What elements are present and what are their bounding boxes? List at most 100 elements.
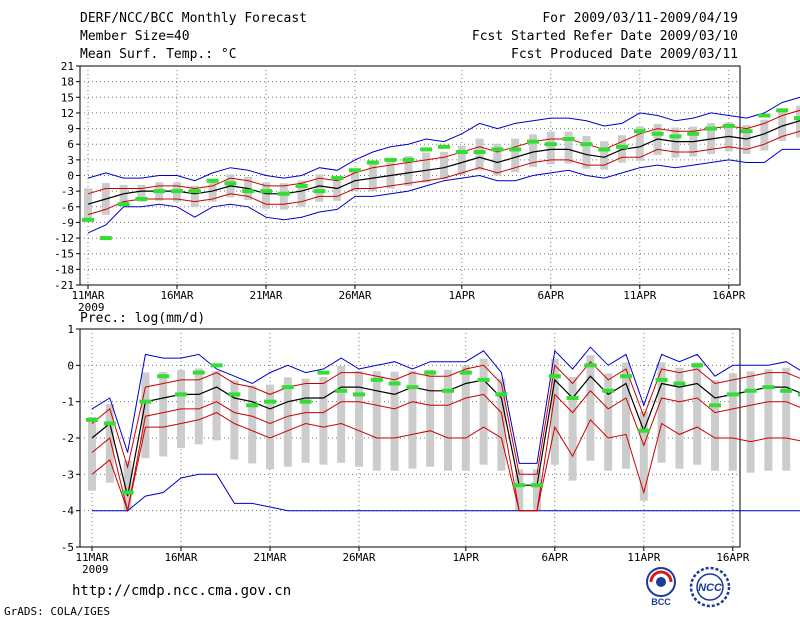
observed-marker [135,196,148,201]
fcst-started-date: Fcst Started Refer Date 2009/03/10 [471,29,738,44]
observed-marker [260,189,272,194]
spread-box [568,376,577,481]
spread-box [457,145,466,175]
x-tick-label: 16APR [716,551,749,564]
observed-marker [495,392,508,397]
series-upper-envelope [87,96,800,182]
x-tick-label: 1APR [449,289,476,302]
observed-marker [798,392,800,397]
observed-marker [580,142,593,147]
source-url[interactable]: http://cmdp.ncc.cma.gov.cn [72,583,292,599]
observed-marker [438,144,450,149]
spread-box [266,384,274,470]
spread-box [604,373,613,471]
observed-marker [210,363,223,368]
y-tick-label: -12 [54,232,74,245]
spread-box [190,185,199,208]
spread-box [479,358,488,465]
series-lower-spread [91,390,800,512]
spread-box [440,151,448,180]
series-lower-envelope [87,148,800,234]
spread-box [671,127,680,158]
observed-marker [673,381,686,386]
spread-box [297,180,306,208]
observed-marker [175,392,187,397]
observed-marker [584,363,597,368]
observed-marker [637,428,650,433]
observed-marker [402,157,415,162]
bcc-logo-text: BCC [651,597,671,607]
observed-marker [277,191,290,196]
observed-marker [722,123,735,128]
spread-box [123,460,132,511]
observed-marker [687,131,700,136]
observed-marker [780,388,793,393]
spread-box [675,367,684,469]
observed-marker [420,147,433,152]
observed-marker [295,183,308,188]
observed-marker [388,381,401,386]
observed-marker [406,385,419,390]
y-tick-label: 0 [67,170,74,183]
observed-marker [206,178,219,183]
spread-box [319,376,328,465]
spread-box [262,182,270,209]
observed-marker [317,370,330,375]
y-tick-label: -21 [54,279,74,292]
year-label: 2009 [78,301,105,314]
observed-marker [669,134,682,139]
ncc-logo: NCC [688,565,732,609]
forecast-period: For 2009/03/11-2009/04/19 [542,11,738,26]
spread-box [351,168,359,192]
y-tick-label: -5 [61,541,74,554]
observed-marker [527,139,539,144]
x-tick-label: 6APR [542,551,569,564]
spread-box [764,369,773,471]
spread-box [639,411,648,501]
observed-marker [299,399,312,404]
x-tick-label: 11MAR [71,289,104,302]
observed-marker [620,374,632,379]
fcst-produced-date: Fcst Produced Date 2009/03/11 [511,47,738,62]
observed-marker [598,147,611,152]
observed-marker [776,108,789,113]
spread-box [301,378,310,463]
observed-marker [424,370,437,375]
observed-marker [99,236,112,241]
spread-box [635,126,644,161]
observed-marker [705,126,717,131]
observed-marker [473,150,486,155]
spread-box [230,380,239,460]
year-label: 2009 [82,563,109,576]
y-tick-label: 21 [61,60,74,73]
spread-box [461,365,470,471]
spread-box [582,136,591,169]
observed-marker [335,388,348,393]
bcc-logo: BCC [640,565,682,607]
observed-marker [455,150,468,155]
x-tick-label: 21MAR [249,289,282,302]
grads-credit: GrADS: COLA/IGES [4,605,110,618]
observed-marker [633,129,646,134]
panel-precipitation [76,328,800,551]
spread-box [622,362,630,469]
observed-marker [602,388,615,393]
x-tick-label: 1APR [453,551,480,564]
x-tick-label: 16MAR [164,551,197,564]
spread-box [475,138,484,171]
observed-marker [709,403,721,408]
spread-box [88,416,96,491]
spread-box [693,362,702,465]
spread-box [408,370,417,469]
spread-box [511,138,520,173]
spread-box [564,131,573,164]
spread-box [212,370,221,441]
variable-label: Mean Surf. Temp.: °C [80,47,237,62]
spread-box [159,372,168,457]
x-tick-label: 11MAR [75,551,108,564]
spread-box [426,369,435,467]
spread-box [657,362,666,463]
spread-box [550,358,559,465]
observed-marker [758,113,771,118]
observed-marker [228,392,241,397]
